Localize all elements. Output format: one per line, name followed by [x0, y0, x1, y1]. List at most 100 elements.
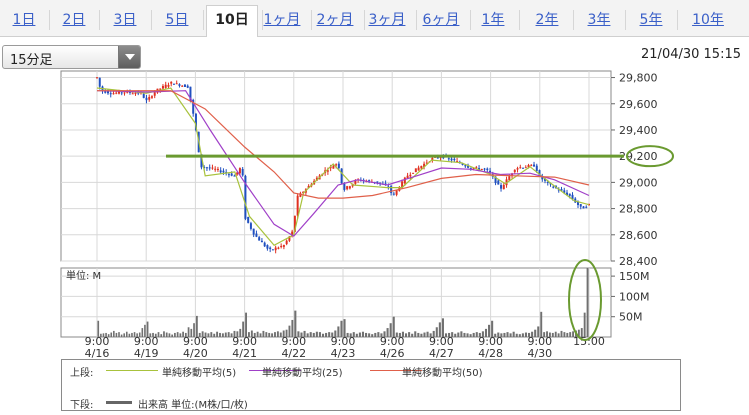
volume-bar — [414, 331, 417, 337]
candle-body — [516, 168, 519, 170]
candle-body — [332, 166, 335, 169]
candle-body — [189, 86, 192, 100]
tab-period-7[interactable]: 3ヶ月 — [368, 12, 406, 28]
volume-bar — [230, 333, 233, 337]
candle-body — [219, 170, 222, 173]
tab-period-10[interactable]: 2年 — [535, 12, 559, 28]
volume-bar — [392, 316, 395, 337]
volume-bar — [580, 328, 583, 337]
chart-timestamp: 21/04/30 15:15 — [641, 47, 741, 62]
volume-y-tick-label: 150M — [619, 270, 650, 283]
candle-body — [247, 216, 250, 223]
candle-body — [252, 228, 255, 235]
volume-bar — [245, 312, 247, 337]
volume-bar — [423, 332, 426, 337]
volume-bar — [174, 332, 176, 337]
chevron-down-icon[interactable] — [118, 46, 140, 68]
price-y-tick-label: 29,600 — [619, 98, 658, 111]
candle-body — [274, 247, 277, 251]
volume-bar — [265, 332, 268, 337]
legend-volume-swatch — [106, 401, 132, 405]
volume-bar — [478, 332, 481, 337]
candle-body — [280, 245, 283, 247]
volume-bar — [346, 332, 349, 337]
volume-bar — [560, 330, 563, 337]
tab-period-8[interactable]: 6ヶ月 — [422, 12, 460, 28]
candle-body — [214, 168, 217, 170]
volume-bar — [386, 328, 389, 337]
candle-body — [585, 206, 588, 208]
tab-period-12[interactable]: 5年 — [639, 12, 663, 28]
sma-line-0 — [96, 87, 590, 247]
volume-bar — [444, 333, 448, 337]
candle-body — [417, 167, 420, 171]
volume-bar — [528, 332, 531, 337]
candle-body — [469, 167, 472, 169]
candle-body — [222, 170, 225, 173]
volume-bar — [233, 330, 236, 337]
x-tick-time: 9:00 — [380, 335, 405, 348]
tab-period-1[interactable]: 2日 — [62, 12, 86, 28]
x-tick-time: 9:00 — [134, 335, 159, 348]
candle-body — [494, 176, 497, 184]
candle-body — [131, 93, 134, 95]
interval-select[interactable]: 15分足 — [2, 45, 141, 69]
price-y-tick-label: 28,800 — [619, 203, 658, 216]
candle-body — [508, 176, 511, 181]
price-y-tick-label: 28,600 — [619, 229, 658, 242]
sma-line-1 — [96, 90, 590, 237]
candle-body — [104, 90, 107, 93]
tab-period-3[interactable]: 5日 — [165, 12, 189, 28]
volume-bar — [466, 333, 469, 337]
price-y-tick-label: 29,200 — [619, 150, 658, 163]
volume-bar — [227, 332, 230, 337]
volume-bar — [572, 331, 575, 337]
volume-bar — [531, 331, 534, 337]
volume-bar — [435, 327, 438, 337]
candle-body — [326, 170, 329, 172]
volume-bar — [432, 330, 435, 337]
chart-legend: 上段: 単純移動平均(5) 単純移動平均(25) 単純移動平均(50) 下段: … — [61, 359, 681, 411]
volume-bar — [491, 320, 494, 337]
volume-bar — [380, 333, 383, 337]
tab-period-13[interactable]: 10年 — [692, 12, 724, 28]
volume-bar — [193, 323, 195, 337]
candle-body — [395, 190, 398, 195]
tab-period-9[interactable]: 1年 — [481, 12, 505, 28]
tab-separator — [262, 10, 263, 30]
tab-period-5[interactable]: 1ヶ月 — [263, 12, 301, 28]
volume-bar — [524, 332, 527, 337]
tab-period-11[interactable]: 3年 — [587, 12, 611, 28]
candle-body — [288, 236, 291, 241]
volume-bar — [321, 333, 325, 337]
x-tick-time: 9:00 — [85, 335, 110, 348]
tab-period-2[interactable]: 3日 — [113, 12, 137, 28]
volume-bar — [210, 332, 213, 337]
candle-body — [522, 167, 525, 169]
volume-y-tick-label: 100M — [619, 290, 650, 303]
volume-bar — [503, 332, 506, 337]
candle-body — [461, 163, 464, 165]
volume-bar — [128, 333, 131, 337]
volume-bar — [546, 331, 548, 337]
volume-bar — [334, 330, 337, 337]
candle-body — [291, 231, 294, 236]
candle-body — [205, 167, 208, 169]
volume-bar — [154, 333, 157, 337]
volume-bar — [429, 333, 432, 337]
candle-body — [541, 176, 544, 180]
volume-bar — [179, 333, 182, 337]
price-y-tick-label: 29,000 — [619, 176, 658, 189]
volume-bar — [494, 333, 497, 337]
legend-lower-label: 下段: — [70, 400, 94, 411]
legend-sma25-label: 単純移動平均(25) — [262, 368, 343, 379]
volume-bar — [182, 331, 184, 337]
tab-period-4[interactable]: 10日 — [206, 5, 258, 37]
x-tick-time: 9:00 — [429, 335, 454, 348]
tab-period-6[interactable]: 2ヶ月 — [316, 12, 354, 28]
volume-bar — [256, 331, 259, 337]
tab-period-0[interactable]: 1日 — [12, 12, 36, 28]
volume-bar — [123, 333, 125, 337]
volume-bar — [97, 320, 100, 337]
candle-body — [489, 170, 492, 174]
